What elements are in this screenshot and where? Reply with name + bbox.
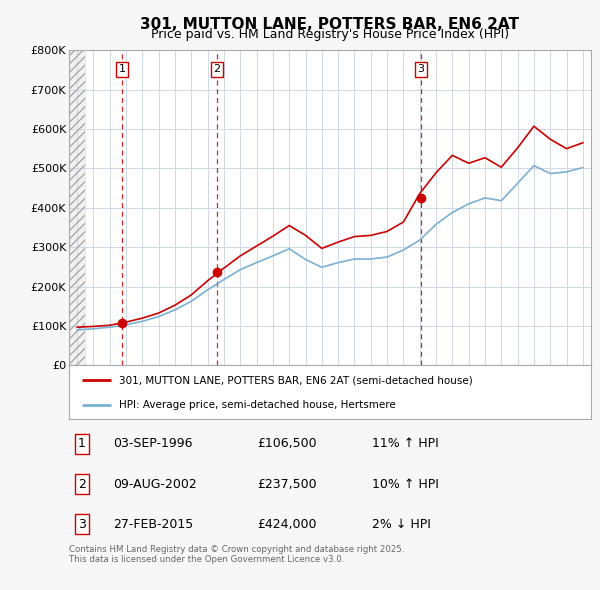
- Text: 301, MUTTON LANE, POTTERS BAR, EN6 2AT (semi-detached house): 301, MUTTON LANE, POTTERS BAR, EN6 2AT (…: [119, 375, 472, 385]
- Text: 1: 1: [119, 64, 125, 74]
- Text: 11% ↑ HPI: 11% ↑ HPI: [372, 437, 439, 450]
- Text: 09-AUG-2002: 09-AUG-2002: [113, 478, 197, 491]
- Text: 10% ↑ HPI: 10% ↑ HPI: [372, 478, 439, 491]
- Text: 2: 2: [214, 64, 221, 74]
- Text: 2: 2: [78, 478, 86, 491]
- Text: £237,500: £237,500: [257, 478, 317, 491]
- Text: 2% ↓ HPI: 2% ↓ HPI: [372, 518, 431, 531]
- Text: Contains HM Land Registry data © Crown copyright and database right 2025.
This d: Contains HM Land Registry data © Crown c…: [69, 545, 404, 564]
- Text: 3: 3: [78, 518, 86, 531]
- Text: HPI: Average price, semi-detached house, Hertsmere: HPI: Average price, semi-detached house,…: [119, 400, 395, 409]
- Text: 1: 1: [78, 437, 86, 450]
- Text: 03-SEP-1996: 03-SEP-1996: [113, 437, 193, 450]
- Text: Price paid vs. HM Land Registry's House Price Index (HPI): Price paid vs. HM Land Registry's House …: [151, 28, 509, 41]
- Text: £106,500: £106,500: [257, 437, 317, 450]
- Bar: [69, 42, 85, 365]
- Text: 3: 3: [418, 64, 425, 74]
- Text: 27-FEB-2015: 27-FEB-2015: [113, 518, 194, 531]
- Text: 301, MUTTON LANE, POTTERS BAR, EN6 2AT: 301, MUTTON LANE, POTTERS BAR, EN6 2AT: [140, 17, 520, 31]
- Text: £424,000: £424,000: [257, 518, 316, 531]
